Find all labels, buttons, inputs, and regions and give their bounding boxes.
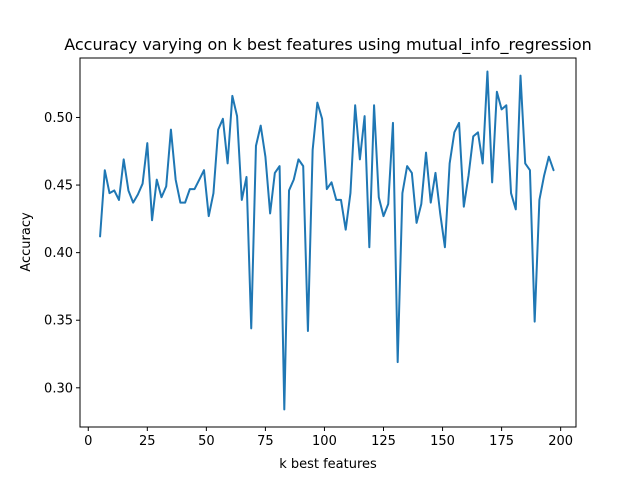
series-line-0	[99, 70, 555, 411]
y-tick-label: 0.45	[44, 179, 73, 194]
y-tick-label: 0.40	[44, 246, 73, 261]
x-tick-label: 175	[489, 434, 514, 449]
x-axis-label: k best features	[279, 457, 377, 472]
plot-area	[99, 70, 555, 411]
chart-title: Accuracy varying on k best features usin…	[64, 35, 592, 55]
x-axis: 0 25 50 75 100 125 150 175 200	[84, 427, 573, 449]
y-tick-label: 0.30	[44, 381, 73, 396]
x-tick-label: 0	[84, 434, 92, 449]
x-tick-label: 150	[430, 434, 455, 449]
y-tick-label: 0.35	[44, 314, 73, 329]
x-tick-label: 200	[548, 434, 573, 449]
x-tick-label: 100	[312, 434, 337, 449]
y-axis-label: Accuracy	[19, 212, 34, 272]
x-tick-label: 125	[371, 434, 396, 449]
y-tick-label: 0.50	[44, 111, 73, 126]
x-tick-label: 50	[198, 434, 215, 449]
y-axis: 0.30 0.35 0.40 0.45 0.50	[44, 111, 80, 396]
x-tick-label: 75	[257, 434, 274, 449]
x-tick-label: 25	[139, 434, 156, 449]
plot-frame	[79, 57, 577, 428]
